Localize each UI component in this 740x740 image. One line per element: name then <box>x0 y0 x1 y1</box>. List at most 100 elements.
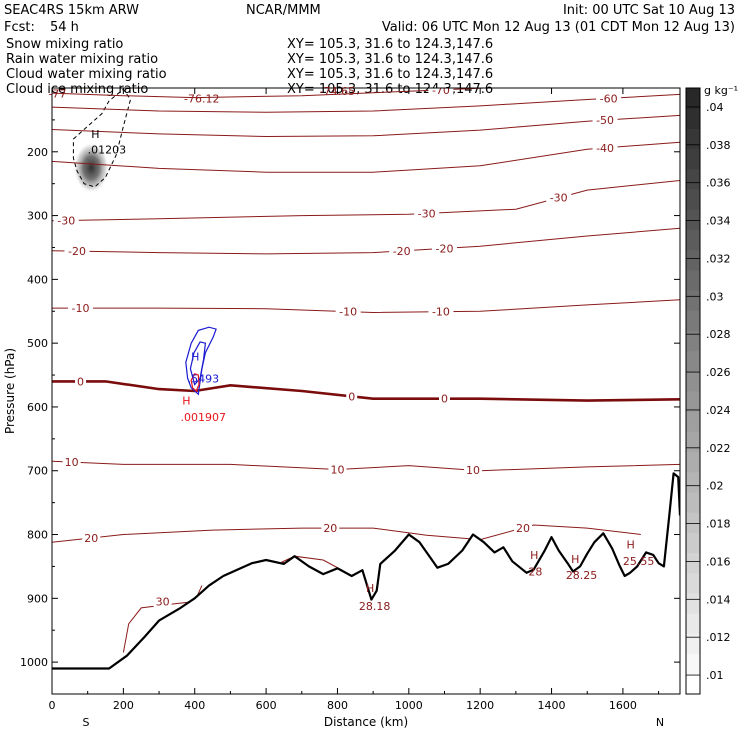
colorbar-swatch <box>686 653 700 675</box>
legend: Snow mixing ratio XY= 105.3, 31.6 to 124… <box>6 37 493 97</box>
legend-snow-name: Snow mixing ratio <box>6 37 123 52</box>
x-tick-label: 600 <box>256 699 277 712</box>
annotation-label: H <box>91 128 99 141</box>
colorbar-swatch <box>686 209 700 230</box>
isotherm-label-bg <box>514 521 532 534</box>
colorbar-tick-label: .018 <box>706 518 731 531</box>
isotherm-20: 20 20 20 <box>52 521 641 545</box>
x-tick-label: 200 <box>113 699 134 712</box>
annotation-label: H <box>571 553 579 566</box>
colorbar-swatch <box>686 88 700 109</box>
x-tick-label: 1400 <box>538 699 566 712</box>
y-tick-label: 700 <box>27 465 48 478</box>
colorbar-swatch <box>686 290 700 311</box>
colorbar-swatch <box>686 451 700 473</box>
isotherm-0: 0 0 0 <box>52 375 680 406</box>
cloud-water-contour <box>185 326 217 396</box>
isotherm--40: -40 <box>52 141 680 173</box>
isotherm-label-bg <box>153 595 172 608</box>
isotherm-label-bg <box>62 456 81 469</box>
colorbar-swatch <box>686 593 700 614</box>
annotation-label: .01203 <box>88 144 127 157</box>
cloud-ice-contour <box>72 88 132 188</box>
colorbar-tick-label: .034 <box>706 215 731 228</box>
x-tick-label: 400 <box>184 699 205 712</box>
isotherm-line <box>52 380 680 402</box>
colorbar-swatch <box>686 411 700 432</box>
x-axis-title: Distance (km) <box>324 715 408 729</box>
isotherm-label: -60 <box>600 92 618 105</box>
isotherm-line <box>52 524 641 543</box>
y-tick-label: 900 <box>27 592 48 605</box>
colorbar-swatch <box>686 512 700 533</box>
y-tick-label: 200 <box>27 146 48 159</box>
isotherm--50: -50 <box>52 114 680 138</box>
terrain-line <box>52 472 680 670</box>
colorbar-swatch <box>686 552 700 574</box>
colorbar-swatch <box>686 229 700 251</box>
isotherm-label-bg <box>432 242 457 255</box>
x-end-left-label: S <box>83 716 90 729</box>
y-tick-label: 800 <box>27 529 48 542</box>
y-tick-label: 600 <box>27 401 48 414</box>
colorbar-swatch <box>686 572 700 594</box>
isotherm-label: -10 <box>432 306 450 319</box>
y-axis-title: Pressure (hPa) <box>3 348 17 434</box>
snow-shaded-region <box>73 142 110 194</box>
annotation-label: 28.18 <box>359 600 391 613</box>
annotation-label: H <box>366 582 374 595</box>
colorbar-tick-label: .022 <box>706 442 731 455</box>
isotherm-label-bg <box>64 245 90 258</box>
colorbar-swatch <box>686 633 700 655</box>
x-tick-label: 800 <box>327 699 348 712</box>
colorbar-tick-label: .04 <box>706 101 724 114</box>
colorbar-swatch <box>686 249 700 271</box>
isotherm-label-bg <box>335 305 361 318</box>
isotherm-label-bg <box>75 375 87 388</box>
isotherm-label-bg <box>346 390 358 403</box>
y-tick-label: 1000 <box>20 656 48 669</box>
center-label: NCAR/MMM <box>246 3 321 18</box>
annotation-label: 25.55 <box>623 555 655 568</box>
isotherm-label: -20 <box>68 245 86 258</box>
cloud-water-contour <box>189 341 207 386</box>
colorbar-swatch <box>686 330 700 352</box>
legend-cloud-water-name: Cloud water mixing ratio <box>6 67 167 82</box>
isotherm-line <box>52 141 680 173</box>
annotation-label: H <box>182 394 190 407</box>
x-end-right-label: N <box>656 716 664 729</box>
isotherm--70: -70 <box>52 84 497 99</box>
isotherm-label-bg <box>464 464 483 477</box>
isotherm-label-bg <box>428 88 454 96</box>
annotations: H .01203 -77 -76.12 -74.65 H .5493 H .001907 H 28.… <box>48 85 654 613</box>
annotation-label: H <box>191 350 199 363</box>
isotherm-label: -50 <box>596 114 614 127</box>
x-tick-label: 1200 <box>466 699 494 712</box>
isotherm-label: -20 <box>393 245 411 258</box>
x-tick-label: 1000 <box>395 699 423 712</box>
colorbar-tick-label: .032 <box>706 252 731 265</box>
colorbar-tick-label: .024 <box>706 404 731 417</box>
isotherm-line <box>52 88 497 99</box>
isotherm-label-bg <box>596 92 622 105</box>
legend-snow-xy: XY= 105.3, 31.6 to 124.3,147.6 <box>287 37 493 52</box>
isotherm-label-bg <box>439 392 450 405</box>
isotherm-label: -70 <box>432 84 450 97</box>
colorbar-swatch <box>686 613 700 634</box>
isotherm-label: 10 <box>330 463 344 476</box>
colorbar-unit: g kg⁻¹ <box>704 84 738 97</box>
plot-area: -70 -60 -50 -40 -30 -30 -30 -20 -20 -20 -10 -10 -10 0… <box>52 84 680 694</box>
isotherm-label-bg <box>53 214 79 227</box>
colorbar-tick-label: .016 <box>706 555 731 568</box>
colorbar-swatch <box>686 108 700 129</box>
annotation-label: 28 <box>528 565 542 578</box>
annotation-label: -77 <box>48 88 66 101</box>
legend-cloud-water-xy: XY= 105.3, 31.6 to 124.3,147.6 <box>287 67 493 82</box>
isotherm-label: 20 <box>323 522 337 535</box>
isotherm-line <box>52 227 680 255</box>
isotherm--20: -20 -20 -20 <box>52 227 680 258</box>
legend-rain-name: Rain water mixing ratio <box>6 52 158 67</box>
colorbar-swatch <box>686 148 700 170</box>
isotherm-label-bg <box>414 207 440 220</box>
isotherm--30: -30 -30 -30 <box>52 180 680 227</box>
